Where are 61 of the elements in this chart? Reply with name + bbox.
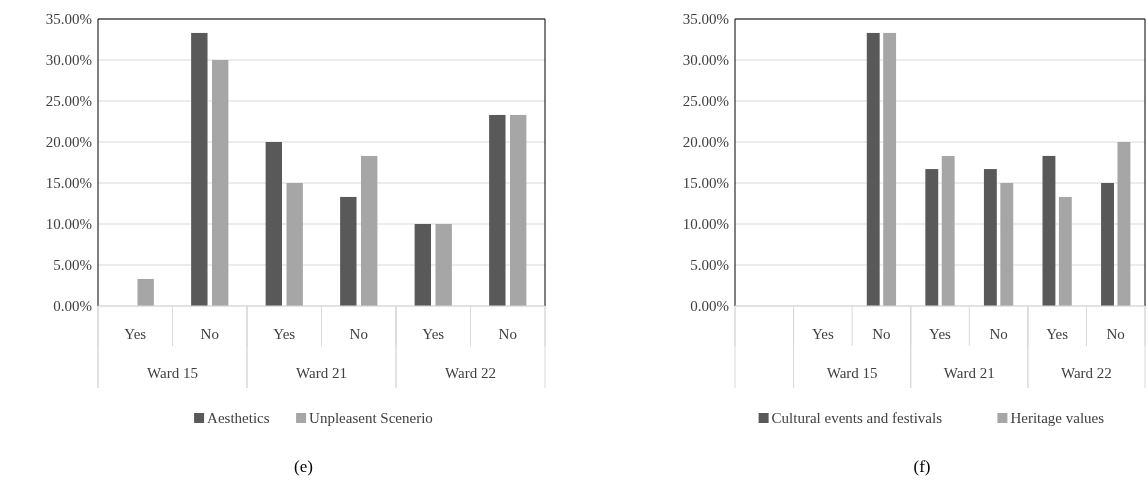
y-tick-label: 30.00% <box>45 52 92 69</box>
bar <box>435 224 452 306</box>
bar <box>1042 155 1056 306</box>
y-tick-label: 30.00% <box>682 52 729 69</box>
y-tick-label: 15.00% <box>45 175 92 192</box>
bar <box>414 224 432 306</box>
bar <box>265 142 283 306</box>
x-tick-label: No <box>349 326 368 343</box>
bar <box>883 32 897 306</box>
bar <box>1117 142 1131 306</box>
text: (f) <box>913 456 931 476</box>
x-tick-label: Yes <box>124 326 147 343</box>
x-tick-label: No <box>1106 326 1125 343</box>
y-tick-label: 15.00% <box>682 175 729 192</box>
x-tick-label: Yes <box>811 326 834 343</box>
x-tick-label: No <box>872 326 891 343</box>
x-tick-label: No <box>200 326 219 343</box>
bar <box>983 169 997 306</box>
x-tick-label: No <box>498 326 517 343</box>
x-tick-label: No <box>989 326 1008 343</box>
bar <box>866 32 880 306</box>
bar <box>941 155 955 306</box>
text: Ward 22 <box>445 365 496 382</box>
y-tick-label: 35.00% <box>682 11 729 28</box>
y-tick-label: 25.00% <box>682 93 729 110</box>
x-tick-label: Yes <box>1046 326 1069 343</box>
y-tick-label: 10.00% <box>45 216 92 233</box>
legend-label: Aesthetics <box>207 410 270 427</box>
bar <box>1058 196 1072 306</box>
y-tick-label: 20.00% <box>682 134 729 151</box>
x-tick-label: Yes <box>929 326 952 343</box>
bar <box>489 114 506 306</box>
legend-label: Unpleasent Scenerio <box>309 410 433 427</box>
y-tick-label: 0.00% <box>690 298 729 315</box>
bar <box>340 196 357 306</box>
y-tick-label: 25.00% <box>45 93 92 110</box>
text: Ward 15 <box>826 365 878 382</box>
bar <box>286 183 303 306</box>
bar <box>1000 183 1014 306</box>
bar <box>191 32 208 306</box>
legend-label: Cultural events and festivals <box>771 410 943 427</box>
x-tick-label: Yes <box>273 326 296 343</box>
legend-label: Heritage values <box>1010 410 1105 427</box>
y-tick-label: 35.00% <box>45 11 92 28</box>
y-tick-label: 5.00% <box>690 257 729 274</box>
text: Ward 21 <box>296 365 347 382</box>
bar <box>1101 183 1114 306</box>
bar <box>360 155 378 306</box>
y-tick-label: 5.00% <box>53 257 92 274</box>
text: Ward 21 <box>943 365 995 382</box>
text: Ward 15 <box>147 365 198 382</box>
text: (e) <box>294 456 313 476</box>
bar <box>137 278 154 306</box>
y-tick-label: 0.00% <box>53 298 92 315</box>
y-tick-label: 20.00% <box>45 134 92 151</box>
bar <box>925 169 939 306</box>
bar <box>211 60 229 306</box>
text: Ward 22 <box>1061 365 1112 382</box>
y-tick-label: 10.00% <box>682 216 729 233</box>
bar <box>509 114 527 306</box>
x-tick-label: Yes <box>422 326 445 343</box>
